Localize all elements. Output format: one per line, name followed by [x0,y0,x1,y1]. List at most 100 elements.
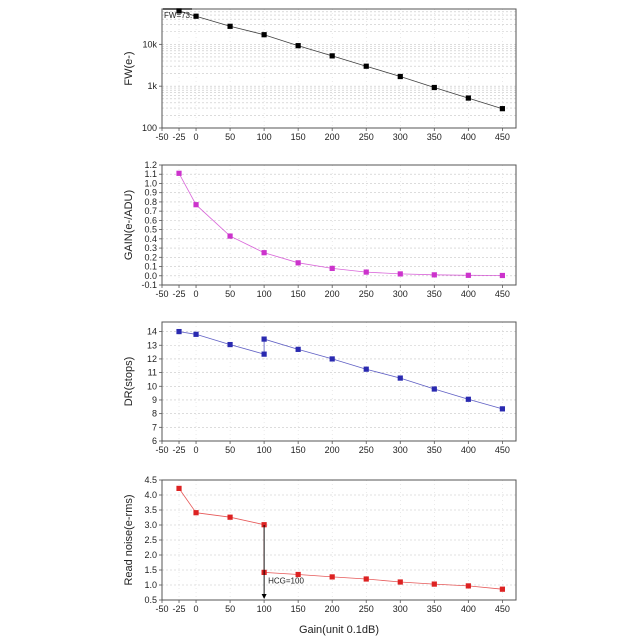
data-point [499,586,505,592]
data-point [329,53,335,59]
data-point [176,170,182,176]
y-axis-label: Read noise(e-rms) [123,494,135,585]
data-point [431,272,437,278]
data-point [431,84,437,91]
x-tick-label: -50 [155,289,168,299]
y-tick-label: 13 [147,340,157,350]
data-point [261,32,267,38]
x-tick-label: 450 [495,604,510,614]
x-tick-label: 0 [194,289,199,299]
x-tick-label: 450 [495,445,510,455]
data-point [261,351,267,357]
x-tick-label: 100 [257,289,272,299]
x-tick-label: 450 [495,289,510,299]
x-tick-label: 350 [427,289,442,299]
y-axis-label: DR(stops) [123,357,135,407]
y-tick-label: 4.0 [144,490,157,500]
y-tick-label: 1.5 [144,565,157,575]
data-point [295,43,301,49]
y-tick-label: 10k [142,39,157,49]
x-tick-label: 350 [427,132,442,142]
data-point [499,272,505,279]
data-point [363,269,369,275]
x-tick-label: -25 [173,604,186,614]
data-point [363,63,369,69]
x-tick-label: 100 [257,604,272,614]
x-tick-label: 0 [194,445,199,455]
y-tick-label: 12 [147,354,157,364]
x-tick-label: -50 [155,604,168,614]
x-tick-label: 250 [359,445,374,455]
data-point [465,396,471,402]
x-tick-label: 150 [291,445,306,455]
chart-panel-3: -50 -25 0 50 100 150 200 250 300 350 400 450 6 7 8 9 10 1… [123,321,517,455]
x-tick-label: 200 [325,445,340,455]
x-tick-label: 50 [225,289,235,299]
data-point [329,265,335,271]
data-point [499,106,505,112]
data-point [431,386,437,392]
y-tick-label: 3.5 [144,505,157,515]
y-tick-label: 0.6 [144,215,157,225]
x-tick-label: -50 [155,445,168,455]
y-tick-label: 1k [147,81,157,91]
data-point [193,331,199,337]
data-point [465,272,471,278]
x-tick-label: 400 [461,445,476,455]
data-point [193,202,199,208]
data-point [295,571,301,578]
y-tick-label: 0.5 [144,225,157,235]
x-tick-label: 350 [427,445,442,455]
data-point [227,341,233,348]
data-point [193,13,199,19]
y-tick-label: 2.0 [144,550,157,560]
data-point [261,250,267,256]
y-tick-label: 8 [152,409,157,419]
x-tick-label: 50 [225,604,235,614]
x-tick-label: 200 [325,289,340,299]
y-tick-label: -0.1 [141,280,157,290]
chart-panel-2: -50 -25 0 50 100 150 200 250 300 350 400 450 -0.10.0… [123,160,517,299]
data-point [329,574,335,580]
x-tick-label: 200 [325,604,340,614]
series-line [178,331,503,410]
plot-frame [161,8,517,129]
y-tick-label: 1.0 [144,580,157,590]
chart-panel-1: -50 -25 0 50 100 150 200 250 300 350 400 450 100 1k 10… [123,8,517,142]
y-tick-label: 0.7 [144,206,157,216]
data-point [363,576,369,582]
y-tick-label: 100 [142,123,157,133]
annotation-label: HCG=100 [268,577,304,586]
data-point [499,406,505,412]
data-point [397,271,403,277]
data-point [397,579,403,585]
y-tick-label: 3.0 [144,520,157,530]
data-point [465,583,471,589]
y-tick-label: 0.2 [144,252,157,262]
y-tick-label: 0.9 [144,188,157,198]
x-tick-label: 100 [257,132,272,142]
chart-panel-4: -50 -25 0 50 100 150 200 250 300 350 400 450 0.5 1.0 1… [123,475,517,636]
y-tick-label: 7 [152,422,157,432]
y-tick-label: 4.5 [144,475,157,485]
y-tick-label: 0.0 [144,271,157,281]
y-tick-label: 2.5 [144,535,157,545]
x-tick-label: 400 [461,289,476,299]
series-line [178,173,503,276]
x-tick-label: 0 [194,604,199,614]
x-tick-label: 150 [291,132,306,142]
data-point [176,485,182,491]
data-point [295,346,301,352]
data-point [261,522,267,528]
plot-frame [161,164,517,286]
y-axis-label: GAIN(e-/ADU) [123,190,135,260]
x-axis-label: Gain(unit 0.1dB) [299,624,379,636]
x-tick-label: 300 [393,445,408,455]
x-tick-label: 450 [495,132,510,142]
y-tick-label: 9 [152,395,157,405]
x-tick-label: 400 [461,132,476,142]
data-point [397,375,403,381]
y-tick-label: 11 [148,368,157,378]
x-tick-label: 50 [225,445,235,455]
y-tick-label: 0.3 [144,243,157,253]
